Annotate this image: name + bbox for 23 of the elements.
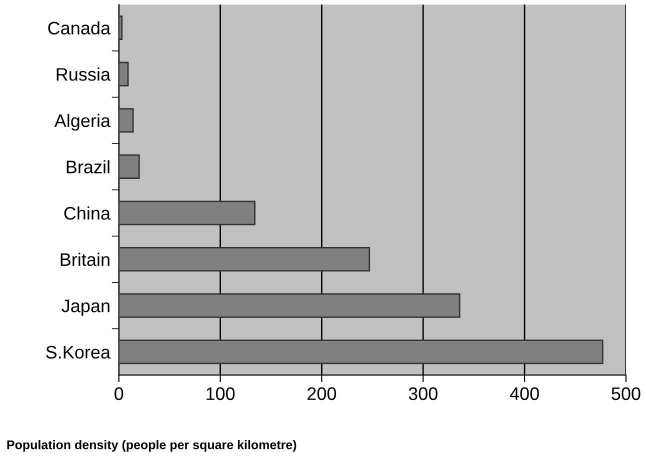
y-tick-label: Japan xyxy=(62,300,110,316)
x-axis-title: Population density (people per square kilometre) xyxy=(7,440,296,452)
y-tick-label: Algeria xyxy=(54,114,111,131)
x-tick-label: 200 xyxy=(308,387,336,400)
bar xyxy=(118,247,370,272)
bar xyxy=(118,16,123,40)
y-tick-label: S.Korea xyxy=(46,346,111,359)
y-tick-label: Brazil xyxy=(66,160,110,174)
x-tick-label: 500 xyxy=(612,387,640,400)
y-tick-label: Russia xyxy=(56,68,111,81)
x-tick-label: 300 xyxy=(408,387,438,400)
x-tick-label: 0 xyxy=(114,387,124,400)
bar xyxy=(118,200,256,226)
bar xyxy=(118,154,140,179)
bar xyxy=(118,340,604,364)
x-tick-label: 100 xyxy=(206,387,235,400)
y-tick-label: Britain xyxy=(60,252,110,266)
bar xyxy=(118,293,460,318)
y-tick-label: Canada xyxy=(48,21,111,34)
bar xyxy=(118,62,129,86)
bar xyxy=(118,108,134,133)
x-tick-label: 400 xyxy=(510,387,539,400)
y-tick-label: China xyxy=(64,206,111,220)
